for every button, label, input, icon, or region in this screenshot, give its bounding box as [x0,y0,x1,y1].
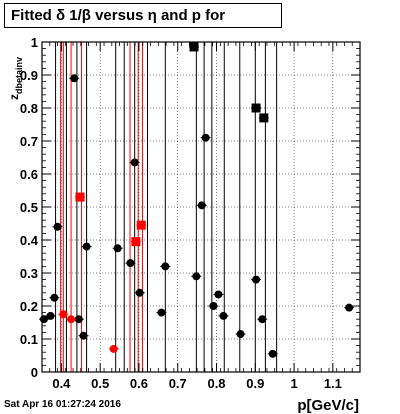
data-point-circle [157,308,166,317]
data-point-square [251,103,261,113]
data-point-circle [252,275,261,284]
data-points [38,42,355,358]
timestamp: Sat Apr 16 01:27:24 2016 [4,399,121,410]
x-tick-label: 1 [290,376,297,391]
data-point-square [131,237,141,247]
data-point-circle [161,262,170,271]
x-tick-label: 1.1 [324,376,342,391]
data-point-circle [79,331,88,340]
data-point-circle [201,133,210,142]
data-point-circle [236,330,245,339]
y-tick-label: 0.2 [20,299,38,314]
grid-lines [42,41,360,373]
data-point-square [259,113,269,123]
y-tick-label: 0.4 [20,233,39,248]
data-point-circle [46,311,55,320]
data-point-square [136,220,146,230]
axis-ticks [41,41,361,373]
data-point-circle [192,272,201,281]
x-axis-label: p[GeV/c] [297,397,359,414]
data-point-circle [135,288,144,297]
y-tick-labels: 0 0.1 0.2 0.3 0.4 0.5 0.6 0.7 0.8 0.9 1 [20,35,39,380]
data-point-circle [219,311,228,320]
x-tick-label: 0.7 [169,376,187,391]
data-point-circle [197,201,206,210]
y-tick-label: 0 [31,365,38,380]
y-tick-label: 0.7 [20,134,38,149]
data-point-circle [345,303,354,312]
x-tick-label: 0.8 [207,376,225,391]
x-tick-label: 0.9 [246,376,264,391]
y-tick-label: 0.1 [20,332,38,347]
data-point-circle [70,74,79,83]
y-axis-label: zdbetainv [7,57,24,100]
data-point-circle [214,290,223,299]
data-point-circle [126,259,135,268]
data-point-circle [109,344,118,353]
data-point-circle [53,222,62,231]
x-tick-label: 0.6 [130,376,148,391]
data-point-circle [50,293,59,302]
data-point-circle [82,242,91,251]
x-tick-label: 0.4 [52,376,71,391]
data-point-circle [258,315,267,324]
data-point-circle [209,302,218,310]
data-point-square [189,42,199,52]
y-tick-label: 0.5 [20,200,38,215]
y-tick-label: 0.9 [20,68,38,83]
data-point-circle [130,158,139,167]
data-point-circle [74,315,83,324]
data-point-circle [67,315,76,324]
chart-title: Fitted δ 1/β versus η and p for [4,3,282,28]
y-tick-label: 0.8 [20,101,38,116]
data-point-circle [59,310,68,319]
x-tick-labels: 0.4 0.5 0.6 0.7 0.8 0.9 1 1.1 [52,376,342,391]
data-point-circle [113,244,122,253]
y-tick-label: 0.3 [20,266,38,281]
x-tick-label: 0.5 [91,376,109,391]
data-point-square [75,192,85,202]
y-tick-label: 0.6 [20,167,38,182]
y-tick-label: 1 [31,35,38,50]
data-point-circle [268,349,277,358]
